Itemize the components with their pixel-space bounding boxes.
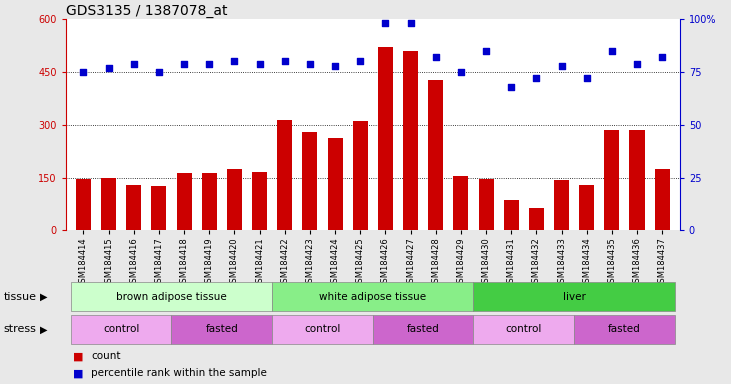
Bar (655, 169, 670, 230)
Point (153, 69, 164, 75)
Bar (172, 314, 272, 344)
Text: ▶: ▶ (40, 324, 48, 334)
Bar (605, 130, 619, 230)
Point (77, 69, 89, 75)
Bar (176, 174, 192, 230)
Point (203, 61, 215, 67)
Bar (71, 282, 272, 311)
Bar (474, 314, 574, 344)
Point (355, 58, 366, 65)
Bar (574, 314, 675, 344)
Point (455, 69, 466, 75)
Bar (303, 132, 317, 230)
Bar (327, 138, 343, 230)
Bar (373, 314, 474, 344)
Point (103, 65, 115, 71)
Bar (272, 314, 373, 344)
Bar (403, 51, 418, 230)
Point (229, 58, 240, 65)
Bar (378, 47, 393, 230)
Point (279, 58, 291, 65)
Bar (227, 169, 242, 230)
Point (178, 61, 190, 67)
Text: tissue: tissue (4, 291, 37, 302)
Text: percentile rank within the sample: percentile rank within the sample (91, 368, 268, 378)
Text: fasted: fasted (205, 324, 238, 334)
Bar (202, 174, 217, 230)
Text: control: control (304, 324, 341, 334)
Point (329, 63, 341, 69)
Bar (474, 282, 675, 311)
Text: ■: ■ (73, 368, 83, 378)
Bar (629, 130, 645, 230)
Text: liver: liver (563, 291, 586, 302)
Bar (504, 200, 519, 230)
Text: stress: stress (4, 324, 37, 334)
Text: control: control (506, 324, 542, 334)
Text: count: count (91, 351, 121, 361)
Point (556, 63, 567, 69)
Point (505, 84, 517, 90)
Bar (529, 207, 544, 230)
Point (631, 61, 643, 67)
Text: control: control (103, 324, 140, 334)
Text: ■: ■ (73, 351, 83, 361)
Point (531, 75, 542, 81)
Text: white adipose tissue: white adipose tissue (319, 291, 426, 302)
Text: fasted: fasted (406, 324, 439, 334)
Bar (277, 120, 292, 230)
Bar (126, 185, 141, 230)
Point (430, 54, 442, 60)
Text: GDS3135 / 1387078_at: GDS3135 / 1387078_at (66, 4, 227, 18)
Point (480, 48, 492, 54)
Point (606, 48, 618, 54)
Point (656, 54, 668, 60)
Bar (352, 121, 368, 230)
Bar (101, 178, 116, 230)
Bar (579, 185, 594, 230)
Bar (428, 80, 443, 230)
Bar (479, 179, 493, 230)
Point (581, 75, 593, 81)
Bar (453, 176, 469, 230)
Bar (76, 179, 91, 230)
Bar (71, 314, 172, 344)
Point (128, 61, 140, 67)
Point (405, 20, 417, 26)
Point (254, 61, 265, 67)
Bar (554, 180, 569, 230)
Point (304, 61, 316, 67)
Bar (151, 186, 167, 230)
Text: ▶: ▶ (40, 291, 48, 302)
Point (379, 20, 391, 26)
Text: fasted: fasted (608, 324, 641, 334)
Bar (252, 172, 267, 230)
Text: brown adipose tissue: brown adipose tissue (116, 291, 227, 302)
Bar (272, 282, 474, 311)
